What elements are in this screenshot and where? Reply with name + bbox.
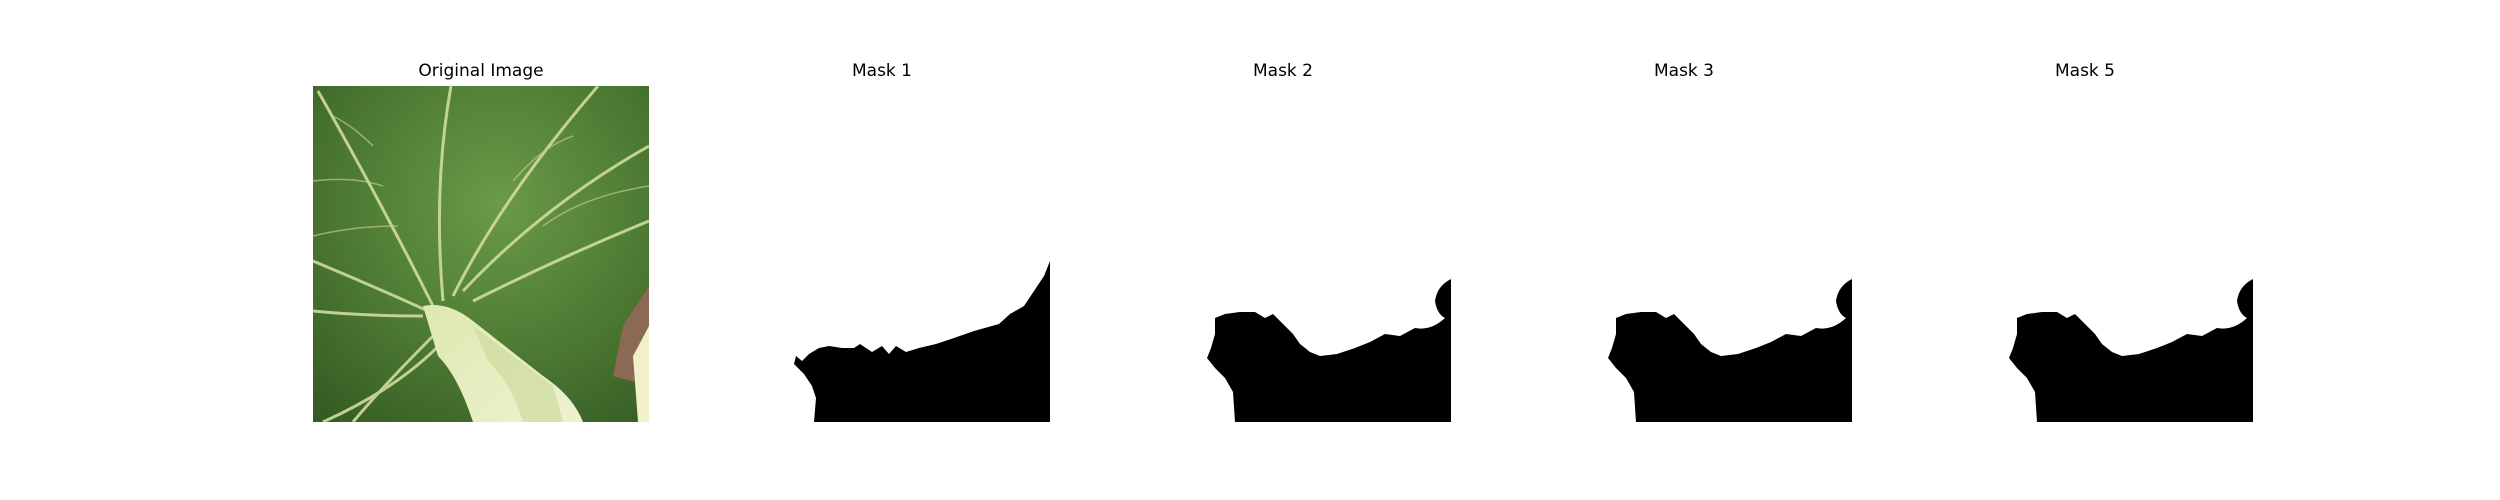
panel-title: Mask 2 bbox=[1252, 61, 1313, 81]
panel-title: Mask 3 bbox=[1653, 61, 1714, 81]
panel-title: Mask 5 bbox=[2054, 61, 2115, 81]
original-leaf-image bbox=[313, 86, 649, 422]
mask-1-image bbox=[714, 86, 1050, 422]
panel-title: Original Image bbox=[418, 61, 544, 81]
panel-title: Mask 1 bbox=[851, 61, 912, 81]
mask-2-image bbox=[1115, 86, 1451, 422]
mask-5-image bbox=[1917, 86, 2253, 422]
mask-3-image bbox=[1516, 86, 1852, 422]
